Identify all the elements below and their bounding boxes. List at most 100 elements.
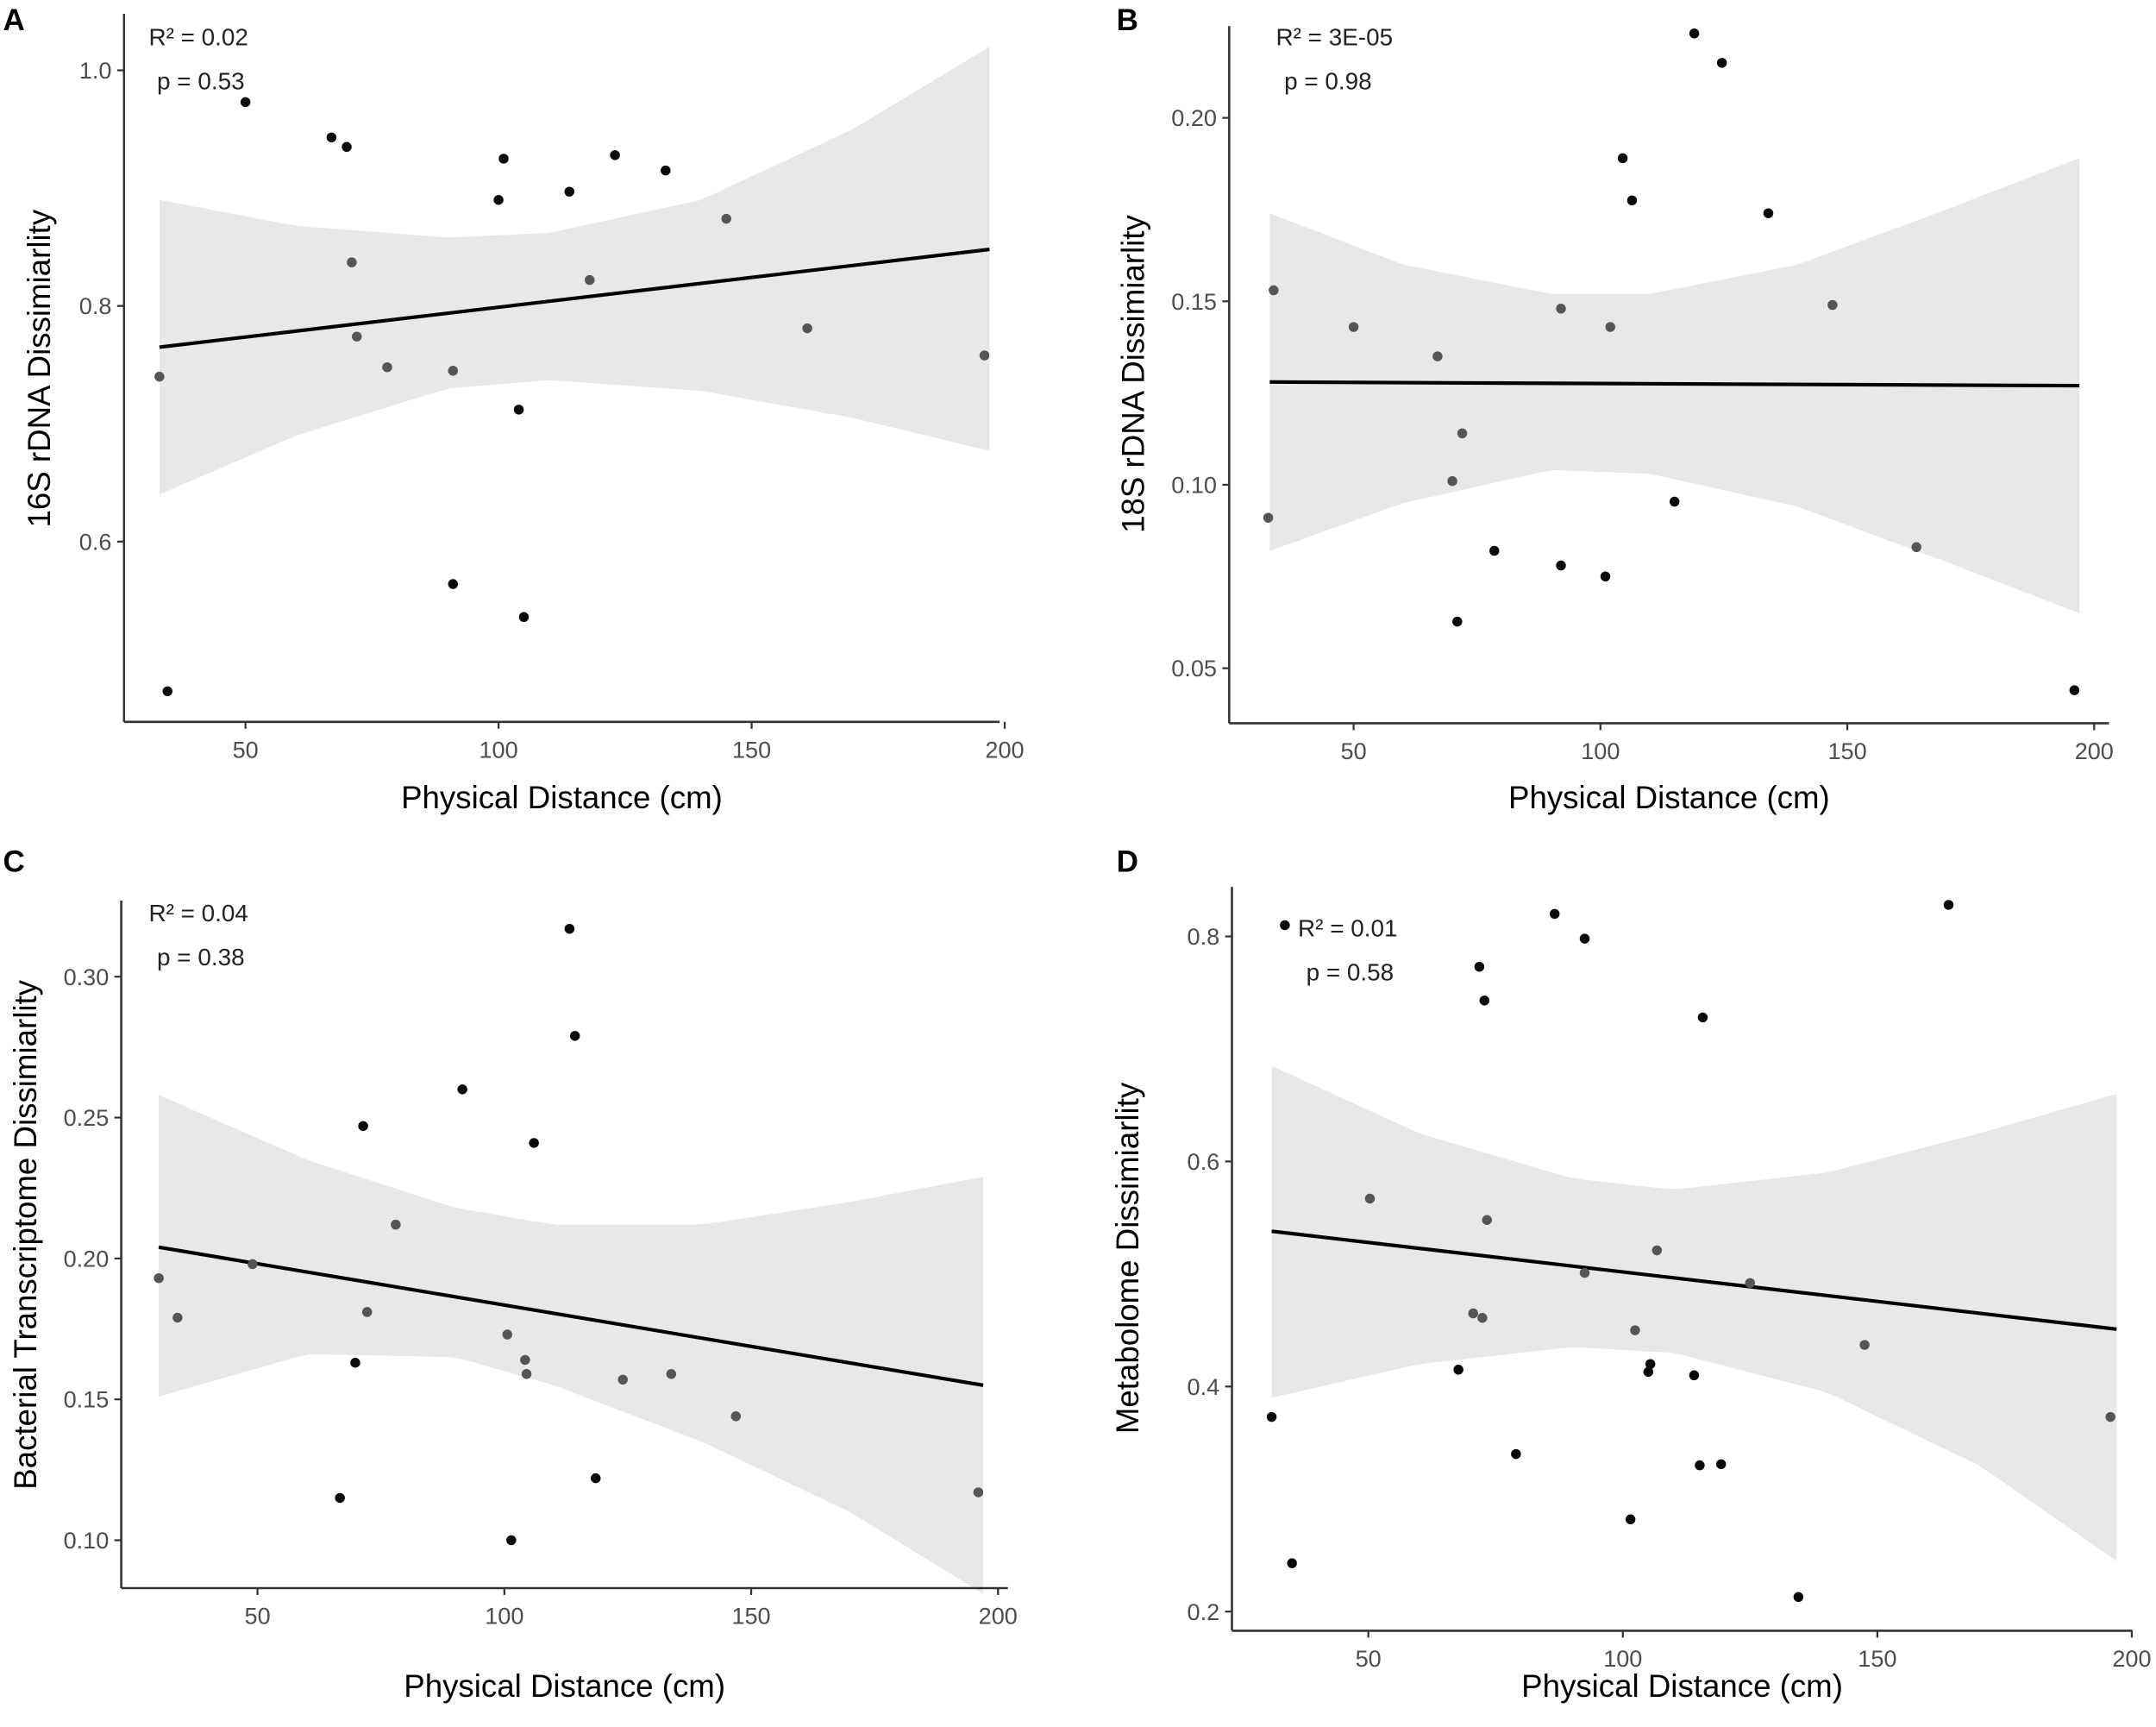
data-point	[1763, 208, 1774, 218]
x-tick-label: 150	[732, 736, 771, 763]
confidence-ribbon	[159, 1095, 984, 1594]
data-point	[2105, 1411, 2115, 1422]
data-point	[802, 323, 812, 334]
confidence-ribbon	[1271, 1065, 2117, 1561]
x-tick-label: 100	[479, 736, 518, 763]
data-point	[585, 274, 595, 286]
y-tick-label: 0.10	[64, 1527, 110, 1554]
data-point	[518, 612, 530, 622]
x-tick-label: 50	[1341, 738, 1367, 764]
data-point	[1549, 908, 1560, 920]
data-point	[2069, 685, 2080, 695]
x-tick-label: 100	[1603, 1645, 1642, 1672]
data-point	[1669, 496, 1680, 507]
confidence-ribbon	[1269, 158, 2080, 613]
data-point	[979, 350, 990, 361]
data-point	[1793, 1592, 1804, 1603]
data-point	[1468, 1308, 1479, 1319]
data-point	[326, 132, 337, 143]
y-tick-label: 0.15	[64, 1386, 110, 1413]
data-point	[1695, 1460, 1705, 1471]
data-point	[1489, 545, 1500, 556]
regression-line	[1271, 1229, 2117, 1331]
data-point	[1697, 1012, 1708, 1023]
data-point	[1280, 920, 1290, 931]
data-point	[352, 331, 362, 342]
data-point	[502, 1329, 512, 1340]
data-point	[1643, 1366, 1654, 1378]
p-value-annotation: p = 0.98	[1284, 68, 1372, 95]
data-point	[1479, 995, 1489, 1006]
panel-d: 50 100 150 200 0.2 0.4 0.6 0.8 D R² = 0.01 p = 0.5…	[1110, 845, 2151, 1704]
p-value-annotation: p = 0.38	[157, 944, 245, 970]
data-point	[240, 97, 251, 108]
x-tick-label: 200	[985, 736, 1024, 763]
x-axis-title: Physical Distance (cm)	[404, 1668, 725, 1704]
data-point	[1579, 933, 1590, 944]
y-tick-label: 0.8	[1188, 923, 1220, 950]
x-tick-label: 100	[1581, 738, 1620, 764]
data-point	[564, 923, 575, 934]
y-tick-label: 0.05	[1171, 655, 1217, 681]
x-tick-label: 50	[233, 736, 259, 763]
data-point	[721, 213, 731, 224]
data-point	[1511, 1448, 1521, 1460]
data-point	[457, 1084, 467, 1095]
data-point	[1626, 195, 1638, 206]
data-point	[1348, 322, 1359, 332]
data-point	[1452, 616, 1463, 627]
y-tick-label: 0.4	[1188, 1373, 1220, 1400]
y-tick-label: 0.25	[64, 1104, 110, 1131]
data-point	[1827, 299, 1838, 311]
data-point	[1579, 1267, 1590, 1278]
y-axis-title: 16S rDNA Dissimiarlity	[22, 209, 57, 527]
x-tick-label: 150	[731, 1602, 770, 1629]
data-point	[358, 1121, 368, 1132]
y-tick-label: 0.20	[1171, 104, 1217, 131]
data-point	[1716, 58, 1727, 68]
y-tick-label: 0.6	[79, 528, 112, 555]
data-point	[248, 1259, 258, 1270]
data-point	[342, 141, 352, 153]
data-point	[1630, 1325, 1640, 1335]
data-point	[154, 371, 165, 382]
y-tick-label: 1.0	[79, 57, 112, 84]
data-point	[1689, 28, 1700, 39]
data-point	[162, 686, 173, 697]
y-tick-label: 0.20	[64, 1245, 110, 1272]
data-point	[361, 1307, 373, 1317]
data-point	[350, 1357, 360, 1368]
panel-letter: D	[1117, 845, 1138, 879]
data-point	[1364, 1193, 1376, 1204]
x-tick-label: 200	[979, 1602, 1018, 1629]
data-point	[1600, 571, 1611, 582]
data-point	[1266, 1411, 1277, 1422]
y-tick-label: 0.10	[1171, 472, 1217, 499]
data-point	[391, 1219, 401, 1230]
data-point	[529, 1138, 539, 1148]
data-point	[1263, 512, 1274, 523]
data-point	[610, 150, 620, 160]
data-point	[1651, 1245, 1663, 1256]
panel-a: 50 100 150 200 0.6 0.8 1.0 A R² = 0.02 p = 0.53 Ph…	[3, 3, 1025, 815]
regression-line	[158, 1245, 984, 1387]
data-point	[335, 1492, 345, 1504]
data-point	[1287, 1558, 1297, 1568]
y-tick-label: 0.15	[1171, 288, 1217, 315]
data-point	[521, 1369, 532, 1379]
data-point	[1617, 153, 1628, 164]
panel-letter: A	[3, 3, 25, 37]
p-value-annotation: p = 0.53	[157, 68, 245, 95]
data-point	[154, 1272, 164, 1284]
data-point	[1689, 1370, 1700, 1381]
data-point	[569, 1031, 580, 1041]
panel-letter: C	[3, 845, 25, 879]
r-squared-annotation: R² = 3E-05	[1276, 24, 1394, 51]
data-point	[973, 1487, 984, 1498]
x-tick-label: 200	[2075, 738, 2114, 764]
data-point	[172, 1312, 183, 1323]
x-tick-label: 50	[245, 1602, 271, 1629]
data-point	[564, 186, 575, 197]
x-tick-label: 150	[1858, 1645, 1896, 1672]
